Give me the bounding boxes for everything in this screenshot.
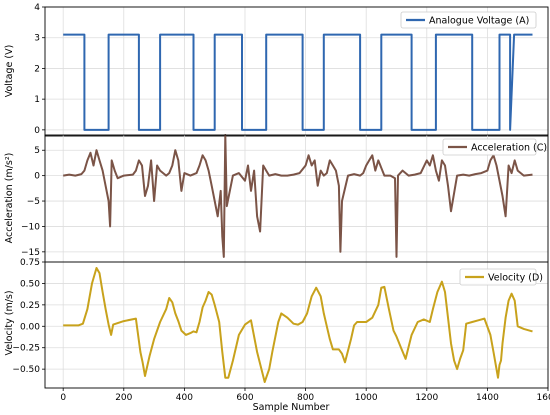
ylabel-voltage: Voltage (V) (4, 45, 15, 98)
x-tick-label: 1000 (355, 393, 378, 403)
y-tick-label: 0.75 (20, 258, 40, 268)
x-tick-label: 800 (297, 393, 314, 403)
y-tick-label: 2 (34, 64, 40, 74)
y-tick-label: 0.25 (20, 301, 40, 311)
series-line-acceleration (63, 134, 533, 258)
y-tick-label: 0.00 (20, 322, 40, 332)
y-tick-label: 0 (34, 172, 40, 182)
x-tick-label: 1400 (476, 393, 499, 403)
y-tick-label: 4 (34, 3, 40, 13)
ylabel-acceleration: Acceleration (m/s²) (4, 153, 15, 244)
series-line-voltage (63, 33, 533, 131)
legend-voltage: Analogue Voltage (A) (400, 11, 537, 29)
y-tick-label: −0.25 (12, 344, 40, 354)
x-tick-label: 200 (115, 393, 132, 403)
y-tick-label: 1 (34, 95, 40, 105)
axes-frame-voltage (44, 6, 549, 137)
legend-label-velocity: Velocity (D) (488, 273, 543, 284)
axes-frame-velocity (44, 261, 549, 389)
plot-area-voltage: 0 1 2 3 4 (34, 3, 549, 137)
x-tick-label: 0 (60, 393, 66, 403)
y-tick-label: 0.50 (20, 279, 40, 289)
x-tick-label: 400 (176, 393, 193, 403)
y-tick-label: 3 (34, 34, 40, 44)
panel-velocity: 0.75 0.50 0.25 0.00 −0.25 −0.50 0 200 400 600 800 1… (4, 258, 550, 413)
series-line-velocity (63, 267, 533, 383)
ylabel-velocity: Velocity (m/s) (4, 290, 15, 355)
panel-acceleration: 5 0 −5 −10 −15 Acceleration (m/s²) Accelerat… (4, 134, 549, 263)
y-tick-label: 5 (34, 146, 40, 156)
legend-label-voltage: Analogue Voltage (A) (429, 16, 529, 27)
xlabel-sample-number: Sample Number (253, 402, 330, 413)
y-tick-label: 0 (34, 126, 40, 136)
y-tick-label: −5 (27, 197, 40, 207)
panel-voltage: 0 1 2 3 4 Voltage (V) Analogue Voltage (A) (4, 3, 549, 137)
plot-area-acceleration: 5 0 −5 −10 −15 (21, 134, 549, 263)
x-tick-label: 1600 (537, 393, 550, 403)
x-tick-label: 1200 (415, 393, 438, 403)
y-tick-label: −0.50 (12, 365, 40, 375)
x-tick-label: 600 (236, 393, 253, 403)
y-tick-label: −15 (21, 248, 40, 258)
legend-label-acceleration: Acceleration (C) (471, 143, 547, 154)
y-tick-label: −10 (21, 222, 40, 232)
legend-velocity: Velocity (D) (459, 268, 543, 286)
legend-box-voltage (400, 11, 537, 29)
legend-box-acceleration (442, 138, 537, 156)
legend-acceleration: Acceleration (C) (442, 138, 547, 156)
legend-box-velocity (459, 268, 537, 286)
